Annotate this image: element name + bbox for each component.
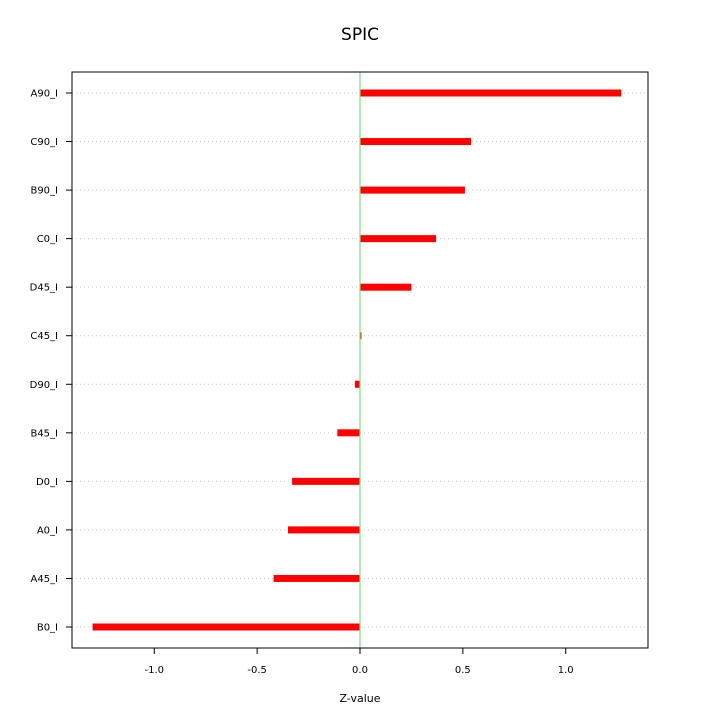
y-tick-label: A0_I <box>37 525 58 536</box>
bar-c0-i <box>360 235 437 243</box>
bar-b45-i <box>337 429 360 437</box>
bar-a45-i <box>273 574 360 582</box>
bar-d90-i <box>354 380 360 388</box>
y-tick-label: D0_I <box>36 477 58 488</box>
bar-a0-i <box>288 526 360 534</box>
y-tick-label: A90_I <box>30 89 58 100</box>
y-tick-label: B0_I <box>37 623 58 634</box>
bar-b90-i <box>360 186 465 194</box>
bar-d45-i <box>360 283 412 291</box>
y-axis: A90_I C90_I B90_I C0_I D45_I C45_I D90_I B45_I D… <box>30 89 72 634</box>
bar-d0-i <box>292 477 360 485</box>
y-tick-label: D90_I <box>30 380 58 391</box>
y-tick-label: D45_I <box>30 283 58 294</box>
bar-c45-i <box>360 332 362 340</box>
y-tick-label: C90_I <box>30 137 58 148</box>
bar-b0-i <box>92 623 361 631</box>
chart-title: SPIC <box>341 25 379 45</box>
x-tick-label: -1.0 <box>145 665 165 676</box>
x-tick-label: 1.0 <box>558 665 574 676</box>
x-axis-label: Z-value <box>339 692 380 705</box>
y-tick-label: C0_I <box>37 234 58 245</box>
y-tick-label: B45_I <box>30 428 58 439</box>
y-tick-label: C45_I <box>30 331 58 342</box>
x-tick-label: 0.0 <box>352 665 368 676</box>
bars <box>92 89 622 631</box>
bar-a90-i <box>360 89 622 97</box>
bar-c90-i <box>360 138 472 146</box>
x-tick-label: 0.5 <box>455 665 471 676</box>
y-tick-label: A45_I <box>30 574 58 585</box>
y-tick-label: B90_I <box>30 186 58 197</box>
x-tick-label: -0.5 <box>247 665 267 676</box>
x-axis: -1.0 -0.5 0.0 0.5 1.0 <box>145 648 574 676</box>
